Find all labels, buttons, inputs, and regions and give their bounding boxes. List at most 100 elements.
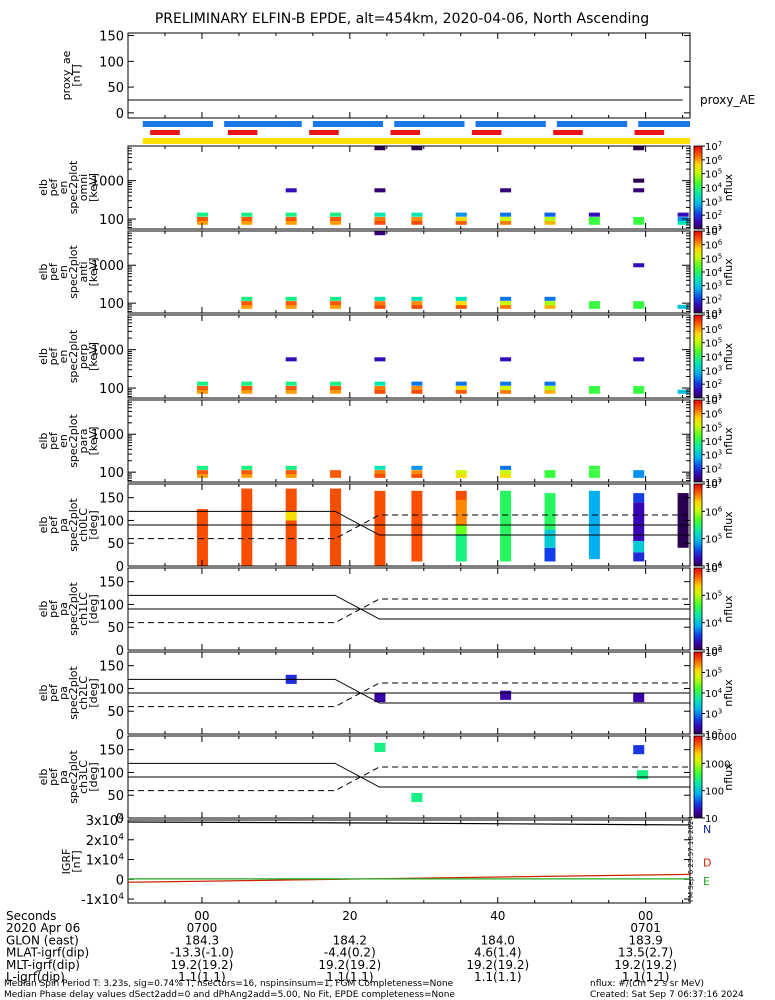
pef-en-spec2plot-omni-cell bbox=[500, 212, 512, 217]
pef-en-spec2plot-perp-cell bbox=[500, 389, 512, 394]
pef-pa-spec2plot-ch0LC-cell bbox=[285, 488, 297, 512]
pef-pa-spec2plot-ch2LC-ylabel-line: [deg] bbox=[87, 678, 100, 707]
pef-en-spec2plot-perp-cell bbox=[411, 381, 423, 386]
pef-pa-spec2plot-ch2LC-colorbar-tick-label: 105 bbox=[705, 667, 722, 680]
pef-en-spec2plot-omni-cell bbox=[633, 220, 645, 225]
table-cell: 1.1(1.1) bbox=[178, 970, 226, 984]
pef-en-spec2plot-perp-cell bbox=[241, 381, 253, 386]
pef-en-spec2plot-para-colorbar-label: nflux bbox=[722, 427, 735, 455]
pef-en-spec2plot-para-colorbar-tick-label: 103 bbox=[705, 449, 722, 462]
pef-pa-spec2plot-ch0LC-ylabel-line: spec2plot bbox=[67, 498, 80, 552]
pef-en-spec2plot-anti-cell bbox=[285, 296, 297, 301]
pef-en-spec2plot-perp-cell bbox=[500, 357, 512, 362]
pef-en-spec2plot-para-cell bbox=[196, 470, 208, 475]
x-axis-annotation-table: Seconds 00 20 40 00 2020 Apr 06 0700 0701 GLON (… bbox=[6, 909, 677, 984]
pef-pa-spec2plot-ch2LC-cell bbox=[374, 693, 386, 703]
pef-pa-spec2plot-ch1LC-ylabel-line: spec2plot bbox=[67, 582, 80, 636]
pef-en-spec2plot-omni-cell bbox=[544, 220, 556, 225]
spin-state-bar bbox=[142, 121, 214, 127]
pef-en-spec2plot-para-cell bbox=[330, 473, 342, 478]
pef-en-spec2plot-anti-cell bbox=[633, 263, 645, 268]
pef-en-spec2plot-anti-colorbar-tick-label: 103 bbox=[705, 280, 722, 293]
pef-en-spec2plot-anti-cell bbox=[588, 301, 600, 306]
pef-en-spec2plot-perp-ytick-label: 100 bbox=[99, 382, 124, 397]
pef-en-spec2plot-anti-cell bbox=[241, 296, 253, 301]
pef-pa-spec2plot-ch0LC-colorbar-tick-label: 106 bbox=[705, 505, 723, 518]
pef-en-spec2plot-para-cell bbox=[374, 473, 386, 478]
pef-en-spec2plot-omni-cell bbox=[544, 212, 556, 217]
sector-state-bar bbox=[390, 130, 421, 135]
igrf-legend-N: N bbox=[703, 823, 711, 836]
pef-pa-spec2plot-ch1LC-colorbar: 103 104 105 106 nflux bbox=[693, 562, 735, 657]
pef-en-spec2plot-omni-colorbar-tick-label: 102 bbox=[705, 209, 722, 222]
igrf-ytick-label: 0 bbox=[116, 873, 124, 888]
pef-en-spec2plot-omni-cell bbox=[411, 146, 423, 151]
pef-pa-spec2plot-ch0LC-cell bbox=[544, 547, 556, 562]
pef-en-spec2plot-omni-ylabel-line: spec2plot bbox=[67, 160, 80, 214]
pef-en-spec2plot-anti-ylabel-line: en bbox=[57, 265, 70, 279]
pef-en-spec2plot-omni-cell bbox=[330, 212, 342, 217]
proxy-ae-ytick-label: 100 bbox=[99, 55, 124, 70]
pef-en-spec2plot-omni-cell bbox=[677, 220, 689, 225]
pef-en-spec2plot-anti-frame bbox=[127, 230, 691, 314]
pef-en-spec2plot-perp-colorbar-tick-label: 105 bbox=[705, 337, 722, 350]
pef-pa-spec2plot-ch3LC-cell bbox=[633, 745, 645, 755]
pef-pa-spec2plot-ch0LC-cell bbox=[241, 488, 253, 566]
pef-en-spec2plot-perp-colorbar-tick-label: 106 bbox=[705, 323, 723, 336]
pef-en-spec2plot-para-cell bbox=[411, 465, 423, 470]
proxy-ae-legend: proxy_AE bbox=[700, 93, 755, 107]
pef-en-spec2plot-omni-colorbar-tick-label: 104 bbox=[705, 182, 723, 195]
pef-en-spec2plot-omni-cell bbox=[455, 216, 467, 222]
pef-en-spec2plot-para-colorbar-tick-label: 101 bbox=[705, 476, 722, 489]
pef-en-spec2plot-anti-colorbar-tick-label: 106 bbox=[705, 239, 723, 252]
igrf-N-line bbox=[127, 821, 691, 826]
pef-pa-spec2plot-ch3LC-ytick-label: 100 bbox=[99, 766, 124, 781]
pef-pa-spec2plot-ch0LC-colorbar-scale bbox=[693, 483, 703, 567]
pef-en-spec2plot-anti-cell bbox=[500, 301, 512, 306]
pef-en-spec2plot-omni-ylabel-line: omni bbox=[77, 174, 90, 201]
pef-en-spec2plot-anti-ytick-label: 1000 bbox=[91, 259, 124, 274]
pef-en-spec2plot-anti-ylabel-line: [keV] bbox=[87, 258, 100, 287]
pef-en-spec2plot-anti-cell bbox=[330, 296, 342, 301]
pef-en-spec2plot-anti-cell bbox=[455, 304, 467, 309]
pef-en-spec2plot-omni-cell bbox=[633, 178, 645, 183]
pef-pa-spec2plot-ch3LC-colorbar-scale bbox=[693, 735, 703, 819]
panels-layer: 050100150proxy_ae[nT]proxy_AE1001000elbp… bbox=[37, 30, 755, 908]
pef-en-spec2plot-omni-frame bbox=[127, 145, 691, 230]
pef-en-spec2plot-omni-ylabel-line: en bbox=[57, 181, 70, 195]
pef-pa-spec2plot-ch2LC-ylabel-line: elb bbox=[37, 685, 50, 702]
pef-en-spec2plot-anti-cell bbox=[374, 231, 386, 236]
pef-en-spec2plot-para-ytick-label: 1000 bbox=[91, 428, 124, 443]
pef-en-spec2plot-omni-cell bbox=[411, 220, 423, 225]
pef-en-spec2plot-perp-cell bbox=[677, 389, 689, 394]
pef-pa-spec2plot-ch0LC-cell bbox=[633, 552, 645, 562]
proxy-ae-ytick-label: 150 bbox=[99, 30, 124, 45]
pef-en-spec2plot-perp-colorbar-tick-label: 103 bbox=[705, 364, 722, 377]
pef-en-spec2plot-omni-cell bbox=[500, 216, 512, 222]
pef-pa-spec2plot-ch3LC-ylabel-line: pa bbox=[57, 770, 70, 784]
pef-pa-spec2plot-ch2LC-ytick-label: 50 bbox=[107, 705, 124, 720]
pef-pa-spec2plot-ch0LC-ytick-label: 50 bbox=[107, 537, 124, 552]
pef-en-spec2plot-anti-cell bbox=[411, 304, 423, 309]
pef-pa-spec2plot-ch1LC-ylabel-line: elb bbox=[37, 601, 50, 618]
pef-en-spec2plot-omni-colorbar-tick-label: 105 bbox=[705, 168, 722, 181]
pef-pa-spec2plot-ch2LC-cell bbox=[500, 690, 512, 700]
pef-en-spec2plot-anti-ylabel-line: pef bbox=[47, 262, 60, 281]
proxy-ae-ylabel-line: proxy_ae bbox=[60, 50, 73, 100]
pef-pa-spec2plot-ch0LC-cell bbox=[285, 520, 297, 566]
pef-en-spec2plot-perp-cell bbox=[285, 385, 297, 391]
pef-pa-spec2plot-ch0LC-cell bbox=[330, 488, 342, 566]
pef-en-spec2plot-para-cell bbox=[500, 473, 512, 478]
pef-pa-spec2plot-ch1LC-ytick-label: 150 bbox=[99, 576, 124, 591]
pef-en-spec2plot-para-cell bbox=[411, 473, 423, 478]
pef-en-spec2plot-perp-cell bbox=[588, 385, 600, 391]
table-row-label: L-igrf(dip) bbox=[6, 970, 65, 984]
pef-en-spec2plot-omni-colorbar-tick-label: 106 bbox=[705, 154, 723, 167]
footer-line-1-units: nflux: #/(cm^2 s sr MeV) bbox=[590, 979, 704, 989]
pef-en-spec2plot-para-cell bbox=[633, 470, 645, 475]
table-cell: 0701 bbox=[630, 921, 661, 935]
